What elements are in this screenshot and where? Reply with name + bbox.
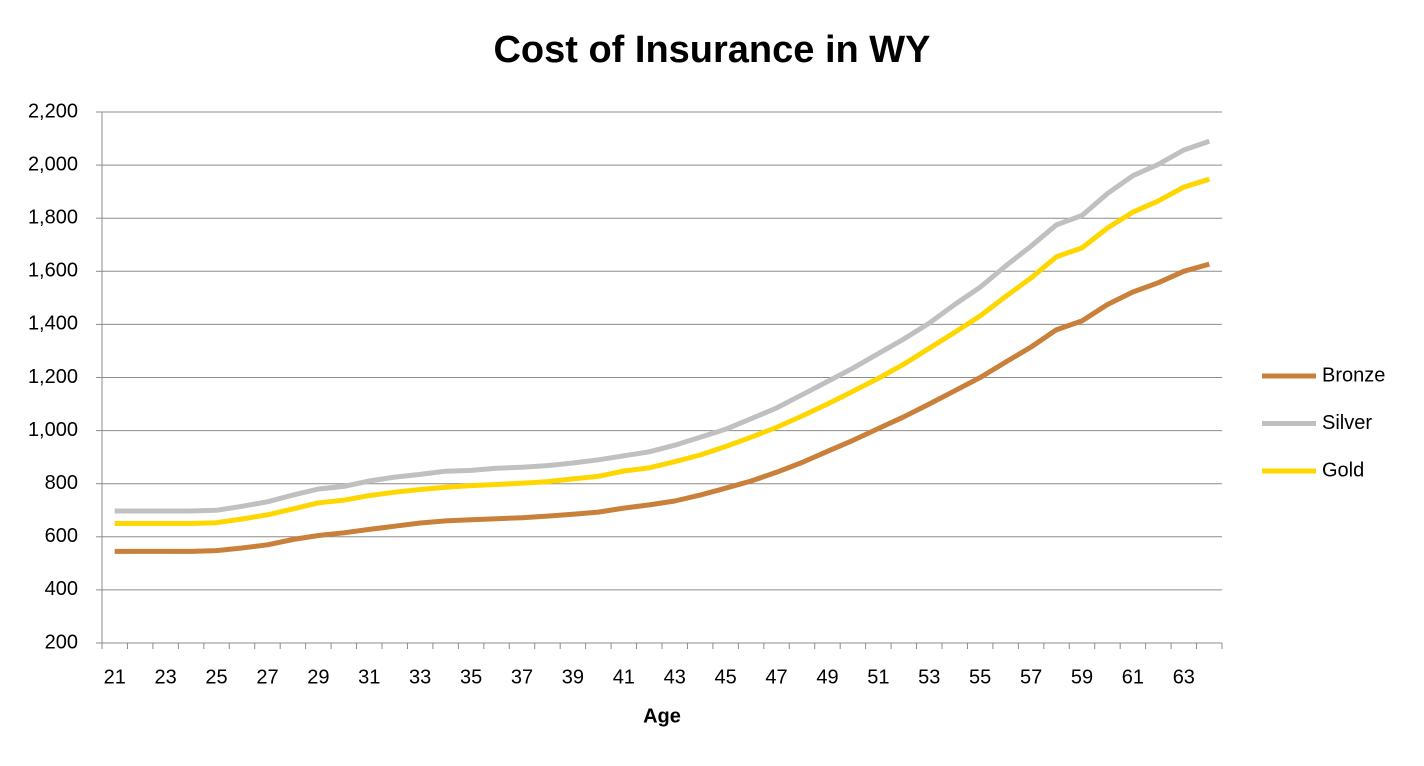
x-tick-label: 21 <box>104 666 126 688</box>
x-tick-label: 51 <box>867 666 889 688</box>
x-tick-label: 29 <box>307 666 329 688</box>
y-tick-label: 2,000 <box>28 153 78 175</box>
y-tick-label: 400 <box>45 578 78 600</box>
series-line <box>114 261 1210 554</box>
y-tick-label: 600 <box>45 525 78 547</box>
x-tick-label: 55 <box>969 666 991 688</box>
x-tick-label: 41 <box>613 666 635 688</box>
chart-title: Cost of Insurance in WY <box>493 29 930 71</box>
x-tick-label: 27 <box>256 666 278 688</box>
x-tick-label: 47 <box>765 666 787 688</box>
x-tick-label: 63 <box>1173 666 1195 688</box>
x-tick-label: 43 <box>664 666 686 688</box>
y-tick-label: 1,200 <box>28 366 78 388</box>
y-tick-label: 1,600 <box>28 260 78 282</box>
x-tick-label: 61 <box>1122 666 1144 688</box>
x-tick-label: 53 <box>918 666 940 688</box>
legend-label: Gold <box>1322 459 1364 481</box>
x-tick-label: 45 <box>715 666 737 688</box>
y-tick-label: 1,000 <box>28 419 78 441</box>
x-tick-label: 57 <box>1020 666 1042 688</box>
x-axis-title: Age <box>643 705 681 727</box>
x-tick-label: 49 <box>816 666 838 688</box>
y-tick-label: 1,800 <box>28 206 78 228</box>
x-tick-label: 31 <box>358 666 380 688</box>
x-tick-label: 23 <box>155 666 177 688</box>
y-tick-label: 800 <box>45 472 78 494</box>
series-line <box>114 138 1211 514</box>
y-tick-label: 2,200 <box>28 100 78 122</box>
x-tick-label: 37 <box>511 666 533 688</box>
series-line <box>114 176 1211 526</box>
x-tick-label: 39 <box>562 666 584 688</box>
x-tick-label: 25 <box>205 666 227 688</box>
x-tick-label: 35 <box>460 666 482 688</box>
y-tick-label: 1,400 <box>28 313 78 335</box>
x-tick-label: 33 <box>409 666 431 688</box>
y-tick-label: 200 <box>45 631 78 653</box>
x-tick-label: 59 <box>1071 666 1093 688</box>
legend-label: Bronze <box>1322 364 1385 386</box>
legend-label: Silver <box>1322 412 1372 434</box>
